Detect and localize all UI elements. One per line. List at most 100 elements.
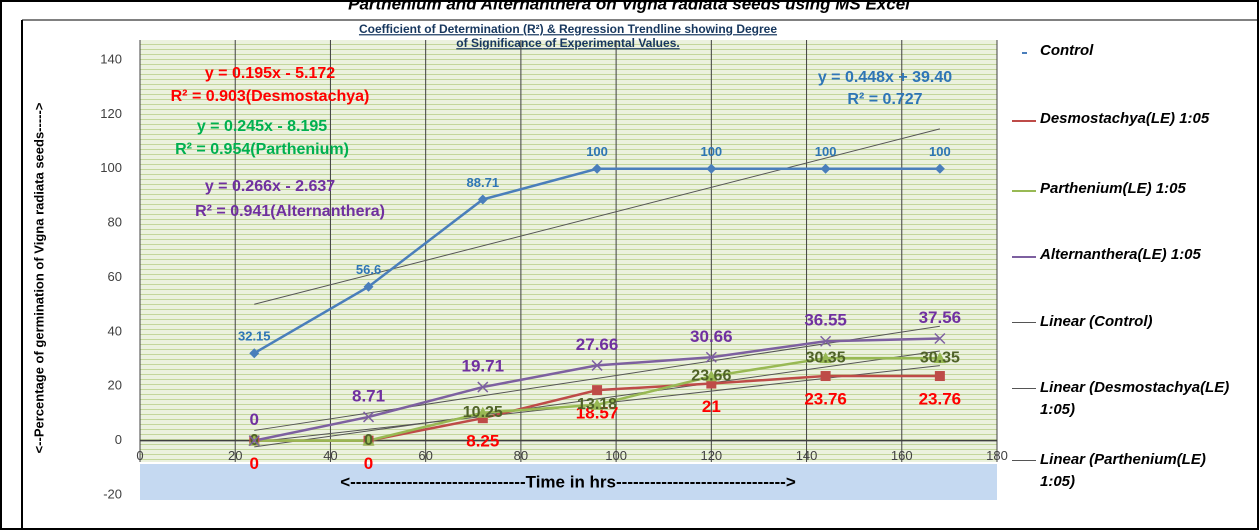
x-tick-label: 80	[514, 448, 528, 463]
marker	[705, 351, 717, 363]
data-label: 88.71	[467, 175, 500, 190]
legend-entry: Parthenium(LE) 1:05	[1040, 180, 1186, 197]
equation: R² = 0.941(Alternanthera)	[195, 203, 385, 220]
data-label: 27.66	[576, 335, 619, 354]
data-label: 100	[586, 144, 608, 159]
x-tick-label: 100	[605, 448, 627, 463]
data-label: 36.55	[804, 311, 847, 330]
plot-area	[140, 40, 997, 462]
marker	[362, 434, 375, 446]
data-label: 100	[929, 144, 951, 159]
y-tick-label: 0	[115, 432, 122, 447]
equation: R² = 0.727	[847, 91, 922, 108]
x-tick-label: 140	[796, 448, 818, 463]
marker	[476, 406, 489, 418]
data-label: 37.56	[919, 308, 962, 327]
data-label: 10.25	[463, 404, 503, 421]
marker	[477, 194, 488, 205]
data-label: 0	[364, 432, 373, 449]
marker	[706, 163, 717, 174]
x-tick-label: 120	[700, 448, 722, 463]
equation: y = 0.448x + 39.40	[818, 69, 952, 86]
data-label: 23.76	[919, 390, 962, 409]
legend-swatch	[1012, 190, 1036, 192]
y-axis-label: <--Percentage of germination of Vigna ra…	[31, 102, 46, 453]
x-axis-label: <-------------------------------Time in …	[340, 472, 796, 491]
y-tick-label: 120	[100, 106, 122, 121]
equation: R² = 0.903(Desmostachya)	[171, 88, 370, 105]
marker	[477, 413, 488, 424]
data-label: 8.71	[352, 386, 385, 405]
marker	[363, 281, 374, 292]
marker	[363, 411, 375, 423]
marker	[591, 359, 603, 371]
marker	[820, 371, 831, 382]
legend-entry: Desmostachya(LE) 1:05	[1040, 110, 1210, 127]
x-tick-label: 180	[986, 448, 1008, 463]
legend-swatch	[1012, 256, 1036, 258]
equation: y = 0.245x - 8.195	[197, 118, 327, 135]
legend-swatch	[1012, 120, 1036, 122]
equation: R² = 0.954(Parthenium)	[175, 141, 349, 158]
data-label: 13.18	[577, 396, 617, 413]
data-label: 100	[815, 144, 837, 159]
x-tick-label: 60	[418, 448, 432, 463]
chart-subtitle: of Significance of Experimental Values.	[456, 36, 679, 50]
data-label: 30.35	[920, 349, 960, 366]
top-text: Parthenium and Alternanthera on Vigna ra…	[348, 0, 911, 13]
legend-entry: Linear (Desmostachya(LE) 1:05)	[1040, 379, 1230, 418]
marker	[592, 163, 603, 174]
legend-swatch	[1022, 52, 1027, 54]
data-label: 30.35	[806, 349, 846, 366]
marker	[248, 435, 260, 447]
marker	[934, 332, 946, 345]
equation: y = 0.266x - 2.637	[205, 178, 335, 195]
data-label: 100	[700, 144, 722, 159]
legend-entry: Linear (Parthenium(LE) 1:05)	[1040, 451, 1206, 490]
marker	[934, 371, 945, 382]
marker	[820, 335, 832, 347]
y-tick-label: 140	[100, 51, 122, 66]
data-label: 0	[364, 454, 373, 473]
marker	[249, 348, 260, 359]
data-label: 30.66	[690, 327, 733, 346]
chart-title: Coefficient of Determination (R²) & Regr…	[359, 22, 777, 36]
legend-entry: Control	[1040, 42, 1094, 59]
y-tick-label: 20	[108, 378, 122, 393]
y-tick-label: 100	[100, 160, 122, 175]
marker	[705, 370, 718, 382]
y-tick-label: 40	[108, 323, 122, 338]
data-label: 0	[250, 454, 259, 473]
data-label: 0	[250, 410, 259, 429]
data-label: 18.57	[576, 404, 619, 423]
legend-swatch	[1012, 322, 1036, 323]
marker	[933, 352, 946, 364]
data-label: 8.25	[466, 432, 499, 451]
trendline	[254, 128, 940, 305]
marker	[591, 398, 604, 410]
data-label: 23.66	[691, 368, 731, 385]
data-label: 32.15	[238, 329, 271, 344]
equation: y = 0.195x - 5.172	[205, 65, 335, 82]
legend-entry: Alternanthera(LE) 1:05	[1040, 246, 1201, 263]
marker	[706, 378, 717, 389]
y-tick-label: 80	[108, 215, 122, 230]
data-label: 19.71	[462, 357, 505, 376]
x-tick-label: 160	[891, 448, 913, 463]
marker	[819, 352, 832, 364]
data-label: 21	[702, 397, 721, 416]
y-tick-label: 60	[108, 269, 122, 284]
marker	[477, 381, 489, 393]
marker	[820, 163, 831, 174]
y-tick-label: -20	[103, 486, 122, 501]
legend-swatch	[1012, 460, 1036, 461]
x-tick-label: 40	[323, 448, 337, 463]
x-tick-label: 0	[136, 448, 143, 463]
x-label-band	[140, 464, 997, 500]
marker	[592, 385, 603, 396]
trendline	[254, 325, 940, 431]
legend-entry: Linear (Control)	[1040, 313, 1153, 330]
marker	[934, 163, 945, 174]
